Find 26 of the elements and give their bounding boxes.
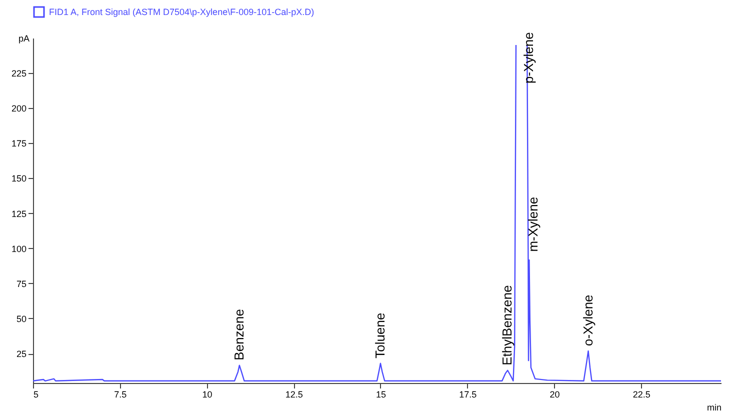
- y-axis-title: pA: [18, 34, 30, 44]
- y-tick-label: 75: [16, 278, 26, 289]
- annotation: p-Xylene: [520, 32, 536, 84]
- x-tick-label: 22.5: [632, 390, 650, 400]
- x-tick-label: 17.5: [459, 390, 477, 400]
- y-tick-label: 200: [11, 104, 26, 114]
- annotation: o-Xylene: [580, 294, 596, 346]
- annotation: Toluene: [372, 312, 388, 358]
- x-tick-label: 10: [202, 390, 212, 400]
- x-tick-label: 15: [376, 390, 386, 400]
- y-tick-label: 125: [11, 208, 26, 219]
- y-tick-label: 100: [11, 244, 26, 254]
- x-tick-label: 7.5: [114, 390, 127, 400]
- x-tick-label: 5: [34, 390, 39, 400]
- legend-label: FID1 A, Front Signal (ASTM D7504\p-Xylene\F-009-101-Cal-pX.D): [49, 7, 314, 17]
- y-tick-label: 175: [11, 138, 26, 149]
- y-tick-label: 225: [11, 68, 26, 79]
- x-axis-title: min: [706, 402, 722, 412]
- annotation: m-Xylene: [525, 196, 540, 252]
- x-tick-label: 20: [550, 390, 560, 400]
- annotation: Benzene: [231, 309, 246, 360]
- x-tick-label: 12.5: [285, 390, 303, 400]
- y-tick-label: 150: [11, 174, 26, 184]
- y-tick-label: 50: [16, 314, 26, 324]
- y-tick-label: 25: [16, 349, 26, 360]
- annotation: EthylBenzene: [500, 285, 515, 366]
